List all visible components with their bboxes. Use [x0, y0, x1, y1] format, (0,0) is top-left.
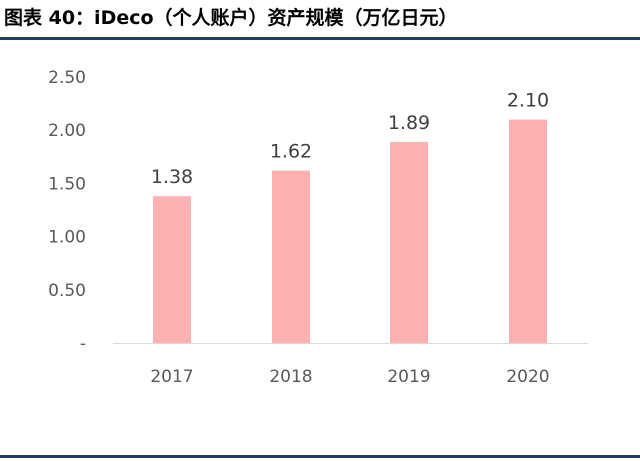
y-tick-label: 2.00	[48, 121, 86, 141]
y-tick-label: 2.50	[48, 68, 86, 88]
bar-2018	[272, 170, 310, 343]
title-underline	[0, 37, 640, 40]
y-tick-label: 0.50	[48, 281, 86, 301]
data-label-2020: 2.10	[507, 90, 549, 112]
y-axis-ticks: - 0.50 1.00 1.50 2.00 2.50	[48, 68, 86, 354]
x-tick-label-2019: 2019	[387, 367, 430, 387]
data-labels: 1.38 1.62 1.89 2.10	[151, 90, 549, 189]
bar-2017	[153, 196, 191, 343]
bars	[153, 119, 547, 343]
bar-2020	[509, 119, 547, 343]
x-axis-ticks: 2017 2018 2019 2020	[150, 367, 549, 387]
y-tick-label: 1.50	[48, 174, 86, 194]
data-label-2019: 1.89	[388, 112, 430, 134]
figure-title: 图表 40：iDeco（个人账户）资产规模（万亿日元）	[4, 7, 458, 29]
bar-2019	[390, 141, 428, 343]
x-tick-label-2020: 2020	[506, 367, 549, 387]
data-label-2017: 1.38	[151, 166, 193, 188]
data-label-2018: 1.62	[270, 141, 312, 163]
bottom-rule	[0, 455, 640, 458]
y-tick-label: 1.00	[48, 228, 86, 248]
x-tick-label-2018: 2018	[269, 367, 312, 387]
y-tick-label: -	[80, 334, 86, 354]
x-tick-label-2017: 2017	[150, 367, 193, 387]
